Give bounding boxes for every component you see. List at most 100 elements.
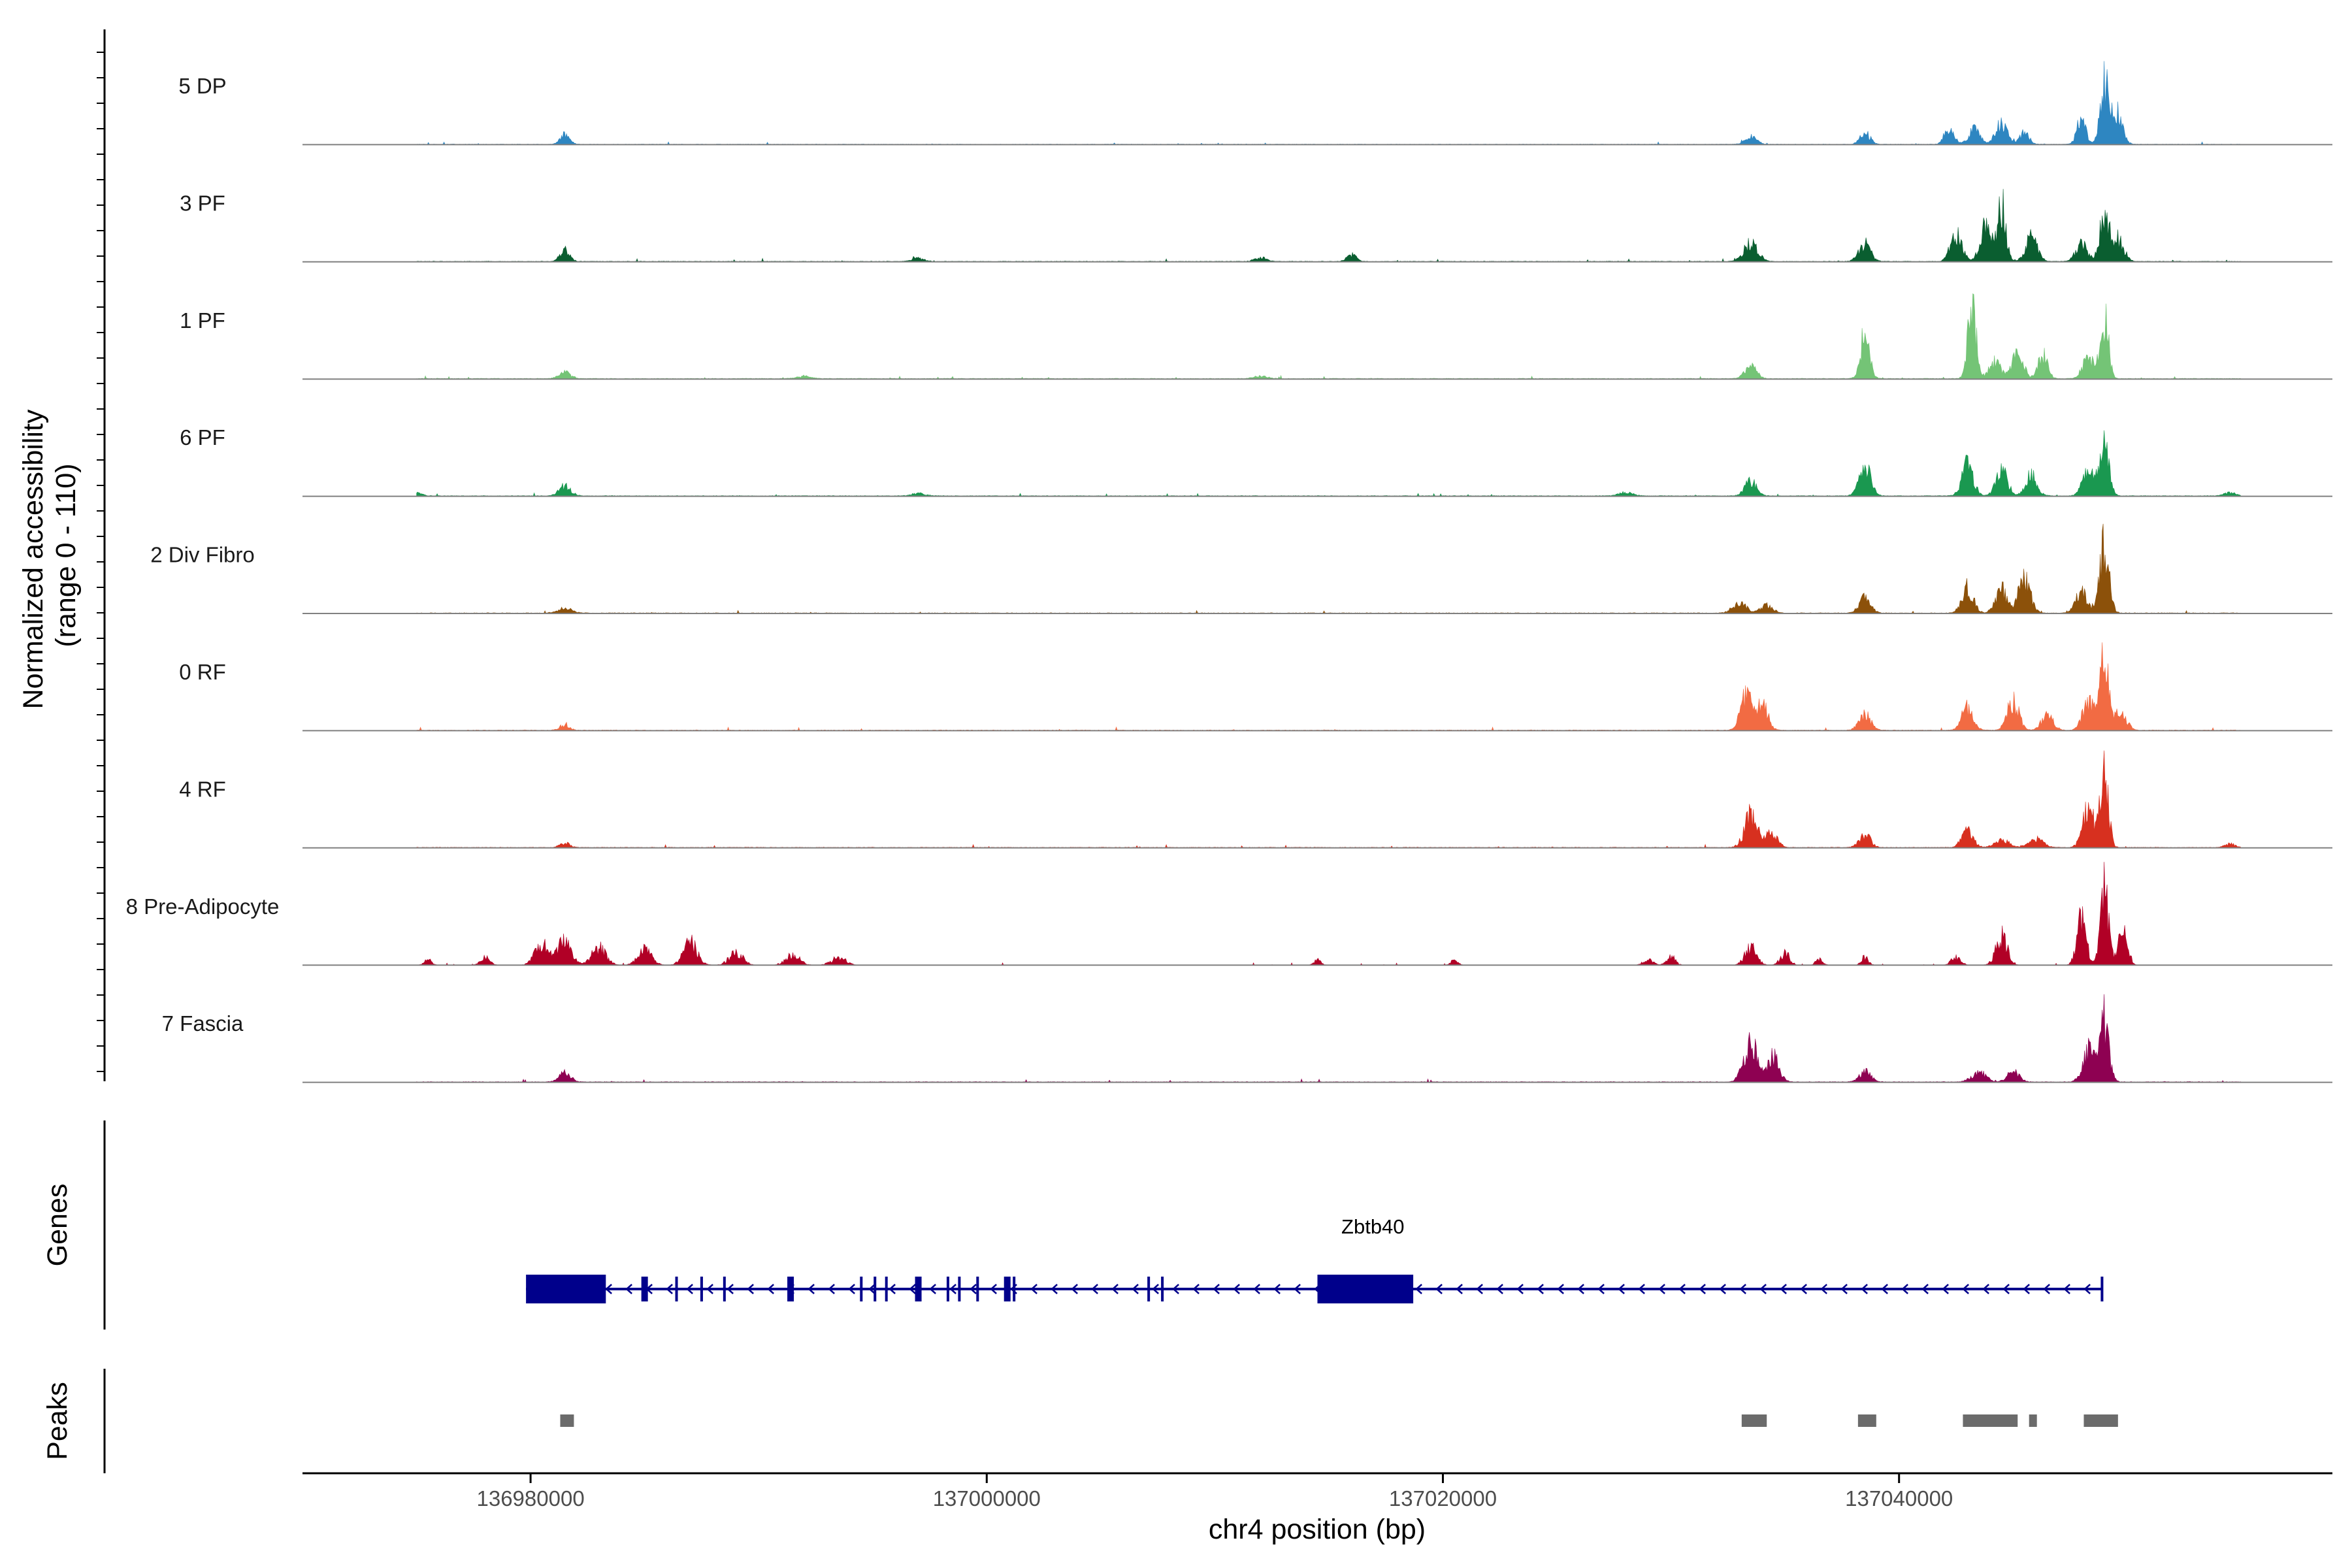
strand-arrow <box>1962 1284 1969 1294</box>
gene-exon <box>1013 1277 1016 1301</box>
genes-panel-title: Genes <box>42 1184 73 1267</box>
coverage-tracks: 5 DP 3 PF 1 PF 6 PF 2 Div Fibro 0 RF 4 RF 8 Pre… <box>126 61 2332 1083</box>
gene-exon <box>874 1277 877 1301</box>
strand-arrow <box>1273 1284 1281 1294</box>
strand-arrow <box>1192 1284 1200 1294</box>
x-tick-label: 137000000 <box>933 1486 1041 1511</box>
strand-arrow <box>2023 1284 2030 1294</box>
strand-arrow <box>1111 1284 1119 1294</box>
strand-arrow <box>1030 1284 1037 1294</box>
gene-exon <box>915 1277 922 1301</box>
gene-track: Zbtb40 <box>526 1215 2104 1303</box>
strand-arrow <box>666 1284 673 1294</box>
strand-arrow <box>1172 1284 1179 1294</box>
track-label: 6 PF <box>180 425 225 449</box>
track-label: 1 PF <box>180 308 225 333</box>
accessibility-y-ticks <box>97 52 105 1072</box>
strand-arrow <box>1901 1284 1908 1294</box>
coverage-track: 3 PF <box>180 189 2332 263</box>
track-label: 5 DP <box>178 74 226 98</box>
strand-arrow <box>2043 1284 2050 1294</box>
strand-arrow <box>1213 1284 1220 1294</box>
gene-exon <box>1161 1277 1164 1301</box>
strand-arrow <box>1071 1284 1078 1294</box>
strand-arrow <box>889 1284 896 1294</box>
strand-arrow <box>1759 1284 1767 1294</box>
peak-region <box>2083 1414 2118 1427</box>
strand-arrow <box>2063 1284 2070 1294</box>
track-label: 7 Fascia <box>162 1011 244 1036</box>
strand-arrow <box>1435 1284 1443 1294</box>
strand-arrow <box>1942 1284 1949 1294</box>
gene-exon <box>641 1277 648 1301</box>
strand-arrow <box>1800 1284 1807 1294</box>
peak-region <box>1963 1414 2018 1427</box>
gene-exon <box>723 1277 726 1301</box>
gene-exon <box>787 1277 794 1301</box>
coverage-track: 1 PF <box>180 293 2332 380</box>
gene-exon <box>1004 1277 1011 1301</box>
y-axis-title: Normalized accessibility (range 0 - 110) <box>18 402 82 710</box>
strand-arrow <box>1658 1284 1665 1294</box>
strand-arrow <box>1719 1284 1726 1294</box>
track-label: 4 RF <box>179 777 226 801</box>
peaks-panel-title: Peaks <box>42 1382 73 1460</box>
peak-track <box>560 1414 2118 1427</box>
strand-arrow <box>1132 1284 1139 1294</box>
coverage-track: 2 Div Fibro <box>150 523 2332 614</box>
track-label: 3 PF <box>180 191 225 215</box>
y-axis-title-line-1: Normalized accessibility <box>18 409 49 709</box>
strand-arrow <box>1820 1284 1827 1294</box>
strand-arrow <box>1861 1284 1868 1294</box>
strand-arrow <box>1294 1284 1301 1294</box>
strand-arrow <box>747 1284 754 1294</box>
gene-exon <box>860 1277 863 1301</box>
strand-arrow <box>1678 1284 1686 1294</box>
gene-exon <box>958 1277 961 1301</box>
strand-arrow <box>949 1284 956 1294</box>
peak-region <box>1741 1414 1767 1427</box>
strand-arrow <box>1780 1284 1787 1294</box>
strand-arrow <box>727 1284 734 1294</box>
strand-arrow <box>990 1284 997 1294</box>
y-axis-title-line-2: (range 0 - 110) <box>50 463 82 647</box>
peak-region <box>2029 1414 2037 1427</box>
strand-arrow <box>1253 1284 1260 1294</box>
strand-arrow <box>1496 1284 1503 1294</box>
strand-arrow <box>1577 1284 1584 1294</box>
gene-exon <box>700 1277 703 1301</box>
gene-exon <box>976 1277 979 1301</box>
strand-arrow <box>1456 1284 1463 1294</box>
strand-arrow <box>848 1284 855 1294</box>
x-tick-label: 136980000 <box>477 1486 585 1511</box>
strand-arrow <box>706 1284 713 1294</box>
strand-arrow <box>909 1284 916 1294</box>
strand-arrow <box>605 1284 612 1294</box>
strand-arrow <box>1739 1284 1746 1294</box>
strand-arrow <box>1051 1284 1058 1294</box>
strand-arrow <box>1881 1284 1888 1294</box>
x-axis-ticks: 136980000 137000000 137020000 137040000 <box>477 1473 1953 1511</box>
gene-exon <box>526 1275 606 1303</box>
x-tick-label: 137020000 <box>1389 1486 1497 1511</box>
strand-arrow <box>1476 1284 1483 1294</box>
coverage-track: 0 RF <box>179 642 2332 732</box>
gene-exon <box>1147 1277 1151 1301</box>
gene-exon <box>1317 1275 1414 1303</box>
strand-arrow <box>1415 1284 1422 1294</box>
coverage-track: 7 Fascia <box>162 994 2332 1083</box>
strand-arrow <box>808 1284 815 1294</box>
coverage-track: 4 RF <box>179 750 2332 849</box>
strand-arrow <box>625 1284 632 1294</box>
strand-arrow <box>970 1284 977 1294</box>
strand-arrow <box>686 1284 693 1294</box>
strand-arrow <box>1840 1284 1848 1294</box>
gene-exon <box>675 1277 678 1301</box>
strand-arrow <box>1152 1284 1159 1294</box>
peak-region <box>1857 1414 1876 1427</box>
strand-arrow <box>2083 1284 2091 1294</box>
strand-arrow <box>1982 1284 1989 1294</box>
strand-arrow <box>1699 1284 1706 1294</box>
strand-arrow <box>868 1284 875 1294</box>
